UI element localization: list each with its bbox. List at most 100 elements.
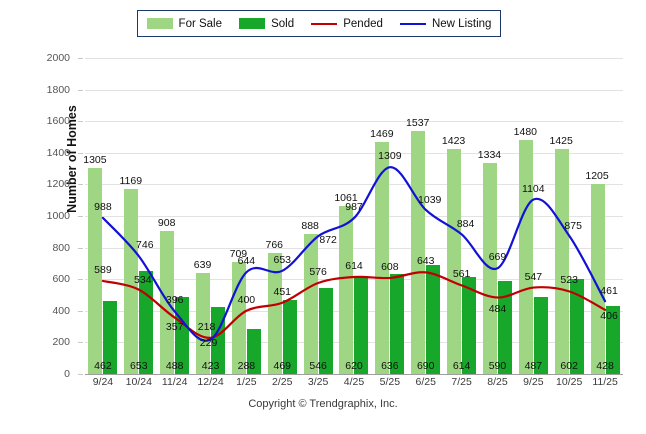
bar-value-sold: 462 xyxy=(94,360,112,372)
bar-group[interactable] xyxy=(264,58,300,374)
point-value-new-listing: 396 xyxy=(165,294,184,307)
gridline xyxy=(85,152,623,154)
y-axis-tick-label: 1600 xyxy=(46,115,70,128)
bar-value-for-sale: 1061 xyxy=(334,192,358,205)
bar-group[interactable] xyxy=(300,58,336,374)
point-value-new-listing: 218 xyxy=(197,320,216,333)
bar-sold[interactable] xyxy=(282,299,297,374)
bar-group[interactable] xyxy=(551,58,587,374)
point-value-pended: 576 xyxy=(309,265,327,278)
x-axis-tick-label: 11/24 xyxy=(161,376,188,388)
legend-item-pended: Pended xyxy=(311,18,383,30)
point-value-pended: 523 xyxy=(560,274,578,287)
bar-for-sale[interactable] xyxy=(124,189,139,374)
bar-for-sale[interactable] xyxy=(339,206,354,374)
point-value-pended: 547 xyxy=(524,270,543,283)
bar-for-sale[interactable] xyxy=(447,149,462,374)
plot-area: 1305 462 1169 653 908 488 639 423 709 288 766 469 88… xyxy=(83,58,623,375)
bar-sold[interactable] xyxy=(426,264,441,374)
x-axis-tick-label: 4/25 xyxy=(343,376,365,388)
y-axis-tick-label: 600 xyxy=(52,273,70,286)
gridline xyxy=(85,374,623,375)
bar-for-sale[interactable] xyxy=(196,273,211,374)
bar-value-for-sale: 888 xyxy=(301,219,319,232)
y-axis-tick-mark xyxy=(78,374,83,375)
x-axis-tick-label: 12/24 xyxy=(197,376,224,388)
y-axis-tick-mark xyxy=(78,216,83,217)
bar-for-sale[interactable] xyxy=(88,167,103,374)
bar-value-sold: 469 xyxy=(273,360,292,372)
gridline xyxy=(85,279,623,281)
bar-group[interactable] xyxy=(587,58,623,374)
bar-value-for-sale: 1537 xyxy=(406,117,430,130)
bar-value-for-sale: 709 xyxy=(229,247,248,260)
point-value-new-listing: 1039 xyxy=(418,193,442,206)
bar-value-sold: 487 xyxy=(524,360,543,372)
bar-sold[interactable] xyxy=(533,297,548,374)
point-value-pended: 451 xyxy=(273,285,292,298)
gridline xyxy=(85,121,623,123)
y-axis-tick-label: 400 xyxy=(52,304,70,317)
x-axis-tick-label: 10/25 xyxy=(556,376,583,388)
legend-label-pended: Pended xyxy=(343,17,383,30)
bar-for-sale[interactable] xyxy=(518,140,533,374)
bar-sold[interactable] xyxy=(318,287,333,374)
bar-value-sold: 428 xyxy=(596,360,614,372)
x-axis-tick-label: 3/25 xyxy=(307,376,329,388)
legend-label-sold: Sold xyxy=(271,17,295,30)
x-axis-tick-label: 7/25 xyxy=(451,376,472,388)
bar-value-for-sale: 1169 xyxy=(119,175,143,188)
bar-for-sale[interactable] xyxy=(590,183,605,374)
bar-value-for-sale: 766 xyxy=(265,238,284,251)
legend-label-for-sale: For Sale xyxy=(178,17,223,30)
bar-value-sold: 602 xyxy=(560,360,578,372)
y-axis-tick-mark xyxy=(78,89,83,91)
bar-value-sold: 546 xyxy=(309,360,327,372)
bar-value-sold: 590 xyxy=(488,360,507,372)
point-value-new-listing: 872 xyxy=(319,234,337,247)
point-value-new-listing: 987 xyxy=(345,201,363,214)
legend-swatch-for-sale xyxy=(146,18,173,29)
point-value-pended: 643 xyxy=(416,255,435,268)
gridline xyxy=(85,247,623,249)
bar-for-sale[interactable] xyxy=(411,131,426,374)
gridline xyxy=(85,310,623,312)
point-value-new-listing: 884 xyxy=(456,218,475,231)
bar-value-sold: 614 xyxy=(452,360,471,372)
point-value-new-listing: 653 xyxy=(273,253,292,266)
bar-group[interactable] xyxy=(372,58,408,374)
point-value-pended: 608 xyxy=(381,260,399,273)
point-value-new-listing: 988 xyxy=(94,200,112,213)
bar-sold[interactable] xyxy=(569,278,584,374)
bar-group[interactable] xyxy=(336,58,372,374)
y-axis-tick-label: 2000 xyxy=(46,52,70,64)
bar-sold[interactable] xyxy=(103,301,118,374)
bar-group[interactable] xyxy=(408,58,444,374)
legend-label-new-listing: New Listing xyxy=(431,17,492,30)
bar-for-sale[interactable] xyxy=(375,141,390,374)
bar-sold[interactable] xyxy=(497,280,512,374)
y-axis-tick-label: 1000 xyxy=(46,210,70,222)
point-value-pended: 357 xyxy=(165,320,184,333)
bar-group[interactable] xyxy=(85,58,121,374)
bar-sold[interactable] xyxy=(462,277,477,374)
bar-sold[interactable] xyxy=(246,328,261,374)
point-value-new-listing: 746 xyxy=(136,239,154,252)
x-axis-tick-label: 9/24 xyxy=(92,376,114,388)
y-axis-tick-mark xyxy=(78,247,83,249)
bar-value-for-sale: 1334 xyxy=(477,149,502,162)
bar-group[interactable] xyxy=(515,58,551,374)
y-axis-tick-mark xyxy=(78,342,83,344)
bar-for-sale[interactable] xyxy=(554,148,569,374)
gridline xyxy=(85,184,623,186)
y-axis-tick-mark xyxy=(78,184,83,186)
bar-value-for-sale: 1425 xyxy=(549,134,573,147)
legend-line-pended xyxy=(311,22,338,25)
bar-group[interactable] xyxy=(444,58,480,374)
bar-sold[interactable] xyxy=(354,276,369,374)
bar-sold[interactable] xyxy=(605,306,620,374)
bar-for-sale[interactable] xyxy=(303,233,318,374)
bar-sold[interactable] xyxy=(390,273,405,374)
bar-for-sale[interactable] xyxy=(267,252,282,374)
